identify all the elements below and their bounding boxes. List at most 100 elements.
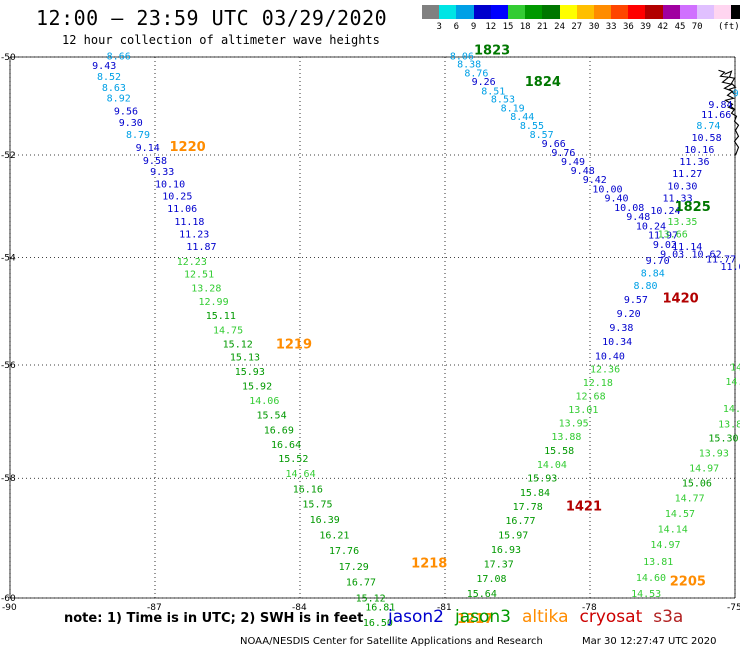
wave-height-value: 8.92 [107,94,131,105]
wave-height-value: 14.14 [658,524,688,535]
wave-height-value: 14.53 [631,589,661,600]
wave-height-value: 9.03 [660,249,684,260]
color-scale-unit: (ft) [718,22,740,32]
wave-height-value: 8.06 [450,51,474,62]
wave-height-value: 8.53 [491,95,515,106]
color-scale-label: 15 [502,22,514,32]
wave-height-value: 12.18 [583,378,613,389]
wave-height-value: 14.97 [689,463,719,474]
wave-height-value: 9.57 [624,295,648,306]
satellite-legend: jason2 jason3 altika cryosat s3a [388,607,694,627]
wave-height-value: 14.77 [675,494,705,505]
latitude-label: -58 [1,474,16,484]
wave-height-value: 15.12 [356,594,386,605]
wave-height-value: 17.76 [329,546,359,557]
color-scale-label: 21 [536,22,548,32]
wave-height-value: 11.14 [672,242,702,253]
longitude-label: -81 [437,603,452,613]
wave-height-value: 9.49 [561,157,585,168]
wave-height-value: 9.76 [551,148,575,159]
wave-height-value: 8.55 [520,121,544,132]
color-scale-label: 6 [453,22,460,32]
wave-height-value: 10.10 [155,179,185,190]
wave-height-value: 16.21 [319,530,349,541]
wave-height-value: 16.77 [346,578,376,589]
pass-time-tag: 1219 [276,338,312,353]
wave-height-value: 15.64 [467,589,497,600]
wave-height-value: 11.23 [179,230,209,241]
color-scale-label: 3 [436,22,442,32]
wave-height-value: 9.48 [626,212,650,223]
latitude-label: -56 [1,361,16,371]
wave-height-value: 10.25 [162,192,192,203]
wave-height-value: 13.88 [551,432,581,443]
wave-height-value: 13.81 [643,557,673,568]
color-scale-label: 45 [674,22,686,32]
pass-time-tag: 1825 [675,200,711,215]
wave-height-value: 14.3 [725,377,740,388]
color-swatch [645,5,663,19]
generated-timestamp: Mar 30 12:27:47 UTC 2020 [582,636,717,647]
wave-height-value: 17.08 [476,574,506,585]
wave-height-value: 14.97 [650,540,680,551]
wave-height-value: 11.06 [167,204,197,215]
wave-height-value: 13.95 [559,419,589,430]
wave-height-value: 15.84 [520,488,550,499]
pass-time-tag: 1220 [170,140,206,155]
wave-height-value: 9.26 [472,77,496,88]
wave-height-value: 12.23 [177,257,207,268]
longitude-label: -78 [582,603,597,613]
color-swatch [697,5,715,19]
color-swatch [576,5,594,19]
wave-height-value: 9.66 [542,139,566,150]
wave-height-value: 11.87 [186,242,216,253]
color-scale-label: 12 [485,22,497,32]
wave-height-value: 14 [730,363,740,374]
pass-time-tags: 1823 1824 1220 1825 1420 1219 1421 1218 2205 1217 [170,44,711,627]
color-swatch [628,5,646,19]
wave-height-value: 13.35 [667,217,697,228]
wave-height-value: 9.43 [92,61,116,72]
wave-height-value: 12.51 [184,269,214,280]
wave-height-value: 10.16 [684,145,714,156]
wave-height-value: 17.78 [513,502,543,513]
wave-height-value: 9.84 [708,100,732,111]
longitude-label: -75 [727,603,740,613]
wave-height-value: 11.66 [701,110,731,121]
color-scale-label: 30 [588,22,600,32]
wave-height-value: 14.06 [249,396,279,407]
wave-height-value: 8.63 [102,83,126,94]
wave-height-value: 9.30 [119,118,143,129]
wave-height-value: 17.29 [339,562,369,573]
wave-height-value: 13.01 [568,405,598,416]
wave-height-value: 15.12 [223,339,253,350]
legend-jason3: jason3 [455,607,511,627]
latitude-label: -54 [1,253,16,263]
color-swatch [542,5,560,19]
land-coastline [718,69,740,156]
wave-height-value: 9.42 [583,175,607,186]
wave-height-value: 15.75 [302,500,332,511]
wave-height-value: 9.20 [617,309,641,320]
page-subtitle: 12 hour collection of altimeter wave hei… [62,33,380,47]
wave-height-value: 14.60 [636,573,666,584]
color-swatch [662,5,680,19]
longitude-label: -90 [2,603,17,613]
footer-note: note: 1) Time is in UTC; 2) SWH is in fe… [64,611,364,626]
wave-height-value: 10.58 [692,133,722,144]
wave-height-value: 16.93 [491,545,521,556]
wave-height-value: 15.30 [708,433,738,444]
wave-height-value: 16.77 [505,516,535,527]
legend-cryosat: cryosat [579,607,643,627]
pass-time-tag: 2205 [670,575,706,590]
wave-height-value: 9.02 [653,240,677,251]
color-swatch [559,5,577,19]
axis-labels: -50 -52 -54 -56 -58 -60-90 -87 -84 -81 -78 -75 [1,53,740,613]
pass-time-tag: 1420 [663,292,699,307]
pass-time-tag: 1421 [566,499,602,514]
wave-height-value: 9.84 [733,89,740,100]
wave-height-value: 8.66 [107,51,131,62]
wave-height-value: 14.64 [286,469,316,480]
wave-height-value: 10.00 [592,184,622,195]
wave-height-value: 9.48 [571,166,595,177]
